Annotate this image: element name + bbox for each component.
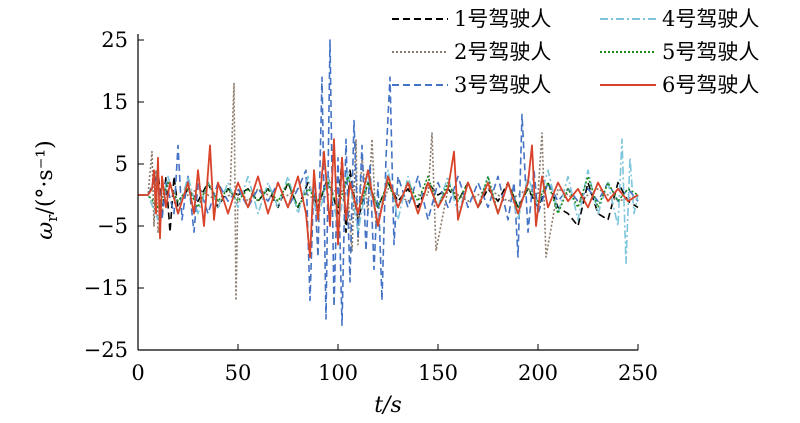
y-tick-label: 5	[115, 152, 128, 176]
legend: 1号驾驶人 2号驾驶人 3号驾驶人 4号驾驶人 5号驾驶人 6号驾驶人	[392, 7, 759, 97]
x-tick-label: 100	[318, 361, 358, 385]
plot-area	[138, 39, 639, 327]
y-tick-label: 25	[101, 28, 128, 52]
x-tick-label: 0	[131, 361, 144, 385]
x-tick-label: 250	[618, 361, 658, 385]
y-tick-label: −25	[84, 338, 128, 362]
x-axis-label: t/s	[374, 393, 402, 418]
legend-label-4: 4号驾驶人	[662, 7, 759, 31]
series-line-4	[138, 138, 639, 265]
x-tick-label: 50	[225, 361, 252, 385]
axes	[137, 34, 639, 351]
y-tick-label: 15	[101, 90, 128, 114]
legend-label-2: 2号驾驶人	[454, 40, 551, 64]
y-axis-label: ωr/(°·s⁻¹)	[33, 140, 61, 239]
series-line-2	[138, 82, 639, 302]
series-line-6	[138, 138, 639, 258]
y-tick-label: −5	[97, 214, 128, 238]
y-tick-label: −15	[84, 276, 128, 300]
x-tick-label: 200	[518, 361, 558, 385]
legend-label-3: 3号驾驶人	[454, 73, 551, 97]
series-line-5	[138, 175, 639, 215]
tick-labels: 0 50 100 150 200 250 −25 −15 −5 5 15 25	[84, 28, 658, 385]
legend-label-5: 5号驾驶人	[662, 40, 759, 64]
x-tick-label: 150	[418, 361, 458, 385]
legend-label-1: 1号驾驶人	[454, 7, 551, 31]
legend-label-6: 6号驾驶人	[662, 73, 759, 97]
